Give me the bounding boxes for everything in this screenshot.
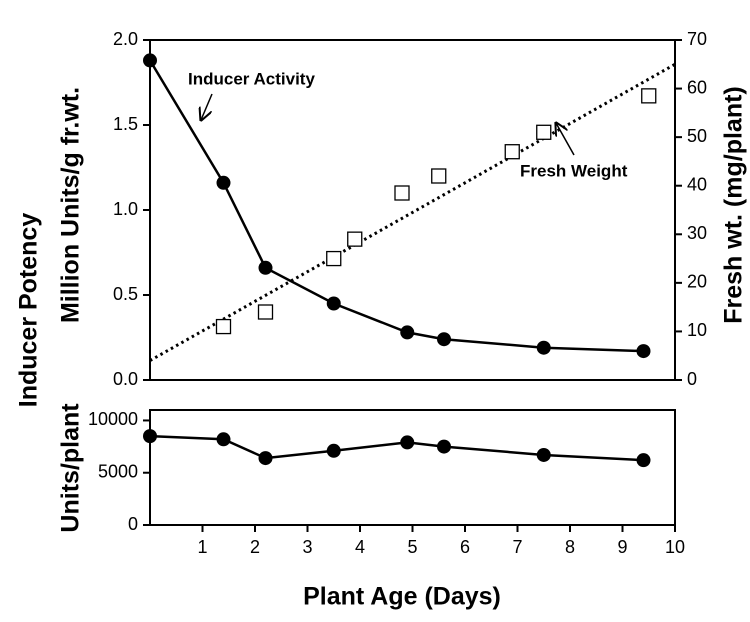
y-tick-label: 5000 (98, 461, 138, 481)
circle-marker (536, 340, 551, 355)
circle-marker (437, 439, 451, 454)
circle-marker (437, 332, 451, 347)
x-tick-label: 6 (460, 537, 470, 557)
square-marker (347, 231, 363, 247)
x-axis-label: Plant Age (Days) (303, 583, 501, 611)
x-tick-label: 3 (302, 537, 312, 557)
series-line (149, 434, 644, 462)
square-marker (215, 318, 232, 335)
x-tick-label: 8 (565, 537, 575, 557)
circle-marker (258, 451, 273, 466)
y-tick-label: 0.0 (113, 369, 138, 389)
circle-marker (326, 443, 341, 458)
y2-tick-label: 60 (687, 77, 707, 97)
annotation: Inducer Activity (188, 69, 315, 88)
x-tick-label: 7 (512, 537, 522, 557)
x-tick-label: 9 (617, 537, 627, 557)
trend-line (149, 62, 676, 362)
plot-frame (149, 409, 676, 526)
y-tick-label: 1.0 (113, 199, 138, 219)
circle-marker (258, 260, 273, 275)
y-axis-label: Million Units/g fr.wt. (57, 87, 85, 323)
y2-axis-label: Fresh wt. (mg/plant) (720, 86, 748, 324)
x-tick-label: 5 (407, 537, 417, 557)
square-marker (257, 304, 274, 320)
y-tick-label: 1.5 (113, 114, 138, 134)
circle-marker (216, 432, 231, 447)
y-axis-label: Units/plant (57, 403, 85, 533)
circle-marker (216, 175, 231, 190)
square-marker (536, 124, 552, 140)
circle-marker (636, 344, 651, 359)
y2-tick-label: 20 (687, 272, 707, 292)
x-tick-label: 4 (355, 537, 365, 557)
y2-tick-label: 30 (687, 223, 707, 243)
y-tick-label: 0.5 (113, 284, 138, 304)
circle-marker (400, 435, 415, 450)
square-marker (394, 185, 410, 201)
y2-tick-label: 40 (687, 174, 707, 194)
annotation: Fresh Weight (520, 161, 628, 180)
circle-marker (400, 325, 415, 340)
circle-marker (143, 429, 157, 444)
y-tick-label: 2.0 (113, 29, 138, 49)
x-tick-label: 1 (197, 537, 207, 557)
y-group-label: Inducer Potency (15, 213, 43, 408)
y2-tick-label: 70 (687, 29, 707, 49)
x-tick-label: 10 (665, 537, 685, 557)
annotation-arrow (201, 93, 213, 120)
circle-marker (636, 453, 651, 468)
y2-tick-label: 0 (687, 369, 697, 389)
y-tick-label: 0 (128, 514, 138, 534)
square-marker (641, 88, 657, 104)
x-tick-label: 2 (250, 537, 260, 557)
y2-tick-label: 50 (687, 126, 707, 146)
square-marker (431, 168, 447, 184)
series-line (148, 59, 644, 353)
circle-marker (326, 296, 341, 311)
square-marker (504, 144, 520, 160)
circle-marker (536, 447, 551, 462)
square-marker (326, 250, 342, 267)
y-tick-label: 10000 (88, 409, 138, 429)
circle-marker (143, 53, 157, 68)
y2-tick-label: 10 (687, 320, 707, 340)
